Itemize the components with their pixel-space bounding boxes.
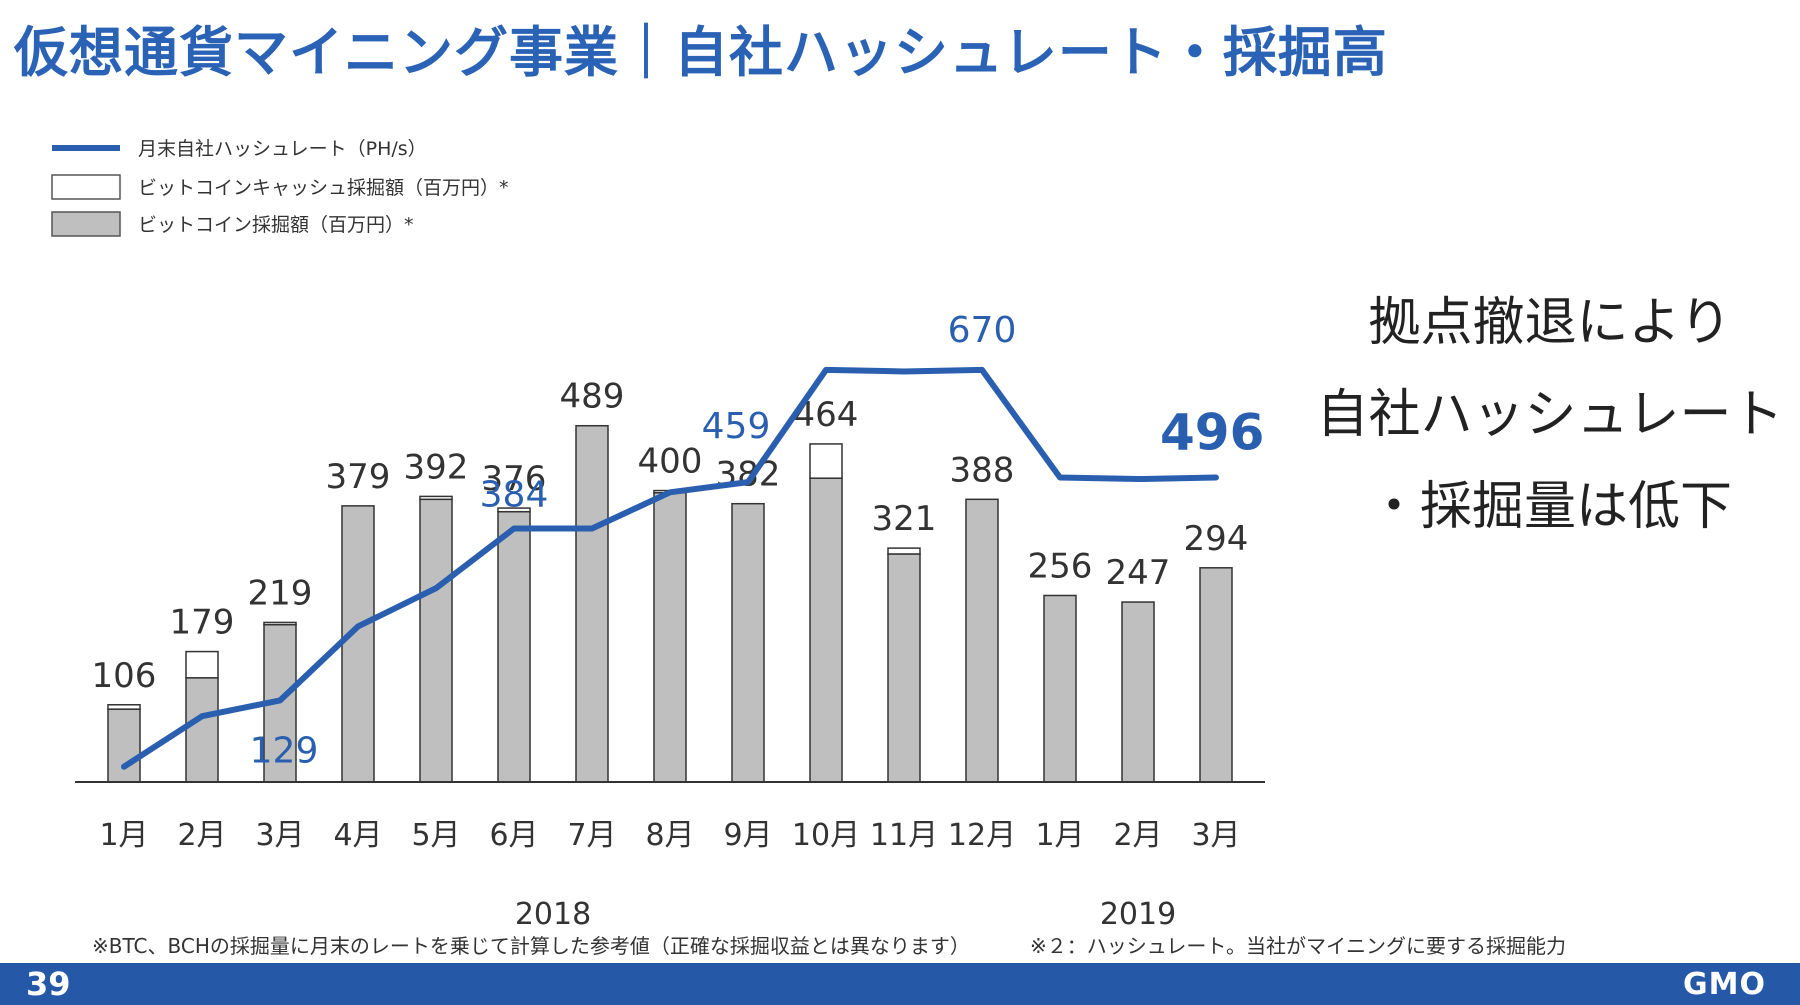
btc-bar (887, 553, 921, 783)
x-tick-label: 12月 (948, 818, 1016, 853)
btc-bar (1121, 601, 1155, 783)
bar-series (107, 424, 1233, 783)
bar-total-label: 106 (92, 656, 157, 696)
legend-btc-swatch (51, 211, 121, 237)
btc-bar (1199, 567, 1233, 783)
btc-bar (653, 492, 687, 783)
btc-bar (419, 498, 453, 783)
x-tick-label: 6月 (489, 818, 538, 853)
bar-total-label: 256 (1028, 546, 1093, 586)
btc-bar (107, 708, 141, 783)
hashrate-label: 129 (250, 730, 319, 771)
bar-total-label: 179 (170, 603, 235, 643)
bch-bar (263, 621, 297, 626)
hashrate-line-series (121, 366, 1219, 770)
x-tick-label: 3月 (255, 818, 304, 853)
bar-total-label: 392 (404, 447, 469, 487)
btc-bar (965, 498, 999, 783)
btc-bar (1043, 594, 1077, 783)
legend-label: ビットコインキャッシュ採掘額（百万円）* (138, 177, 509, 199)
page-number: 39 (26, 965, 71, 1003)
hashrate-label: 496 (1160, 404, 1264, 462)
hashrate-labels: 129 384 459 670 496 (250, 310, 1265, 771)
legend-label: ビットコイン採掘額（百万円）* (138, 214, 414, 236)
footnote-calculation: ※BTC、BCHの採掘量に月末のレートを乗じて計算した参考値（正確な採掘収益とは… (92, 934, 970, 958)
btc-bar (809, 477, 843, 783)
bch-bar (809, 443, 843, 479)
bar-total-label: 382 (716, 455, 781, 495)
bar-total-label: 388 (950, 450, 1015, 490)
hashrate-line (121, 366, 1219, 770)
x-tick-label: 8月 (645, 818, 694, 853)
side-text-line-3: ・採掘量は低下 (1367, 477, 1732, 537)
btc-bar (341, 505, 375, 783)
btc-bar (185, 677, 219, 783)
bar-total-label: 400 (638, 442, 703, 482)
x-tick-label: 1月 (1035, 818, 1084, 853)
footer-bar: 39 GMO (0, 963, 1800, 1005)
x-tick-label: 4月 (333, 818, 382, 853)
bar-total-label: 219 (248, 573, 313, 613)
hashrate-label: 670 (948, 310, 1017, 351)
bar-total-label: 376 (482, 459, 547, 499)
btc-bar (575, 424, 609, 783)
btc-bar (497, 510, 531, 783)
bar-total-label: 379 (326, 457, 391, 497)
x-tick-label: 2月 (177, 818, 226, 853)
legend-label: 月末自社ハッシュレート（PH/s） (138, 138, 427, 160)
legend-bch-swatch (51, 174, 121, 200)
side-text-line-1: 拠点撤退により (1368, 293, 1732, 353)
x-tick-label: 1月 (99, 818, 148, 853)
bch-bar (107, 704, 141, 710)
hashrate-label: 459 (702, 406, 771, 447)
x-tick-label: 7月 (567, 818, 616, 853)
side-text-line-2: 自社ハッシュレート (1316, 385, 1784, 445)
bch-bar (185, 650, 219, 679)
page-title: 仮想通貨マイニング事業｜自社ハッシュレート・採掘高 (14, 21, 1388, 84)
year-label: 2019 (1100, 897, 1176, 932)
bar-total-label: 247 (1106, 553, 1171, 593)
chart-legend: 月末自社ハッシュレート（PH/s） ビットコインキャッシュ採掘額（百万円）* ビット… (51, 138, 509, 237)
bch-bar (887, 547, 921, 555)
x-tick-label: 5月 (411, 818, 460, 853)
x-axis-tick-labels: 1月 2月 3月 4月 5月 6月 7月 8月 9月 10月 11月 12月 1月 2月 3月 (99, 818, 1240, 853)
x-tick-label: 3月 (1191, 818, 1240, 853)
btc-bar (731, 502, 765, 783)
bar-total-label: 489 (560, 377, 625, 417)
x-tick-label: 2月 (1113, 818, 1162, 853)
bar-total-label: 294 (1184, 519, 1249, 559)
x-tick-label: 10月 (792, 818, 860, 853)
bar-total-label: 321 (872, 499, 937, 539)
year-labels: 2018 2019 (515, 897, 1176, 932)
x-tick-label: 11月 (870, 818, 938, 853)
bch-bar (419, 495, 453, 501)
x-tick-label: 9月 (723, 818, 772, 853)
hashrate-label: 384 (480, 475, 549, 516)
year-label: 2018 (515, 897, 591, 932)
footnote-hashrate: ※２：ハッシュレート。当社がマイニングに要する採掘能力 (1030, 934, 1566, 958)
bch-bar (497, 507, 531, 513)
gmo-logo: GMO (1683, 967, 1766, 1002)
